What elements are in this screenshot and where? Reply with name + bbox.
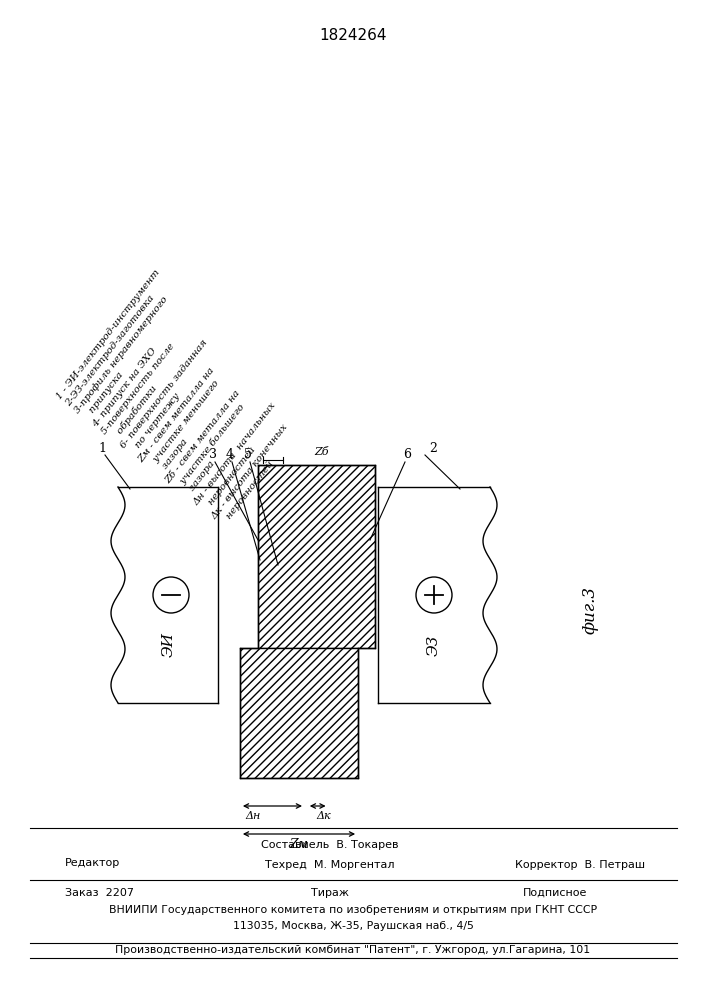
- Text: ЭИ: ЭИ: [162, 633, 176, 657]
- Text: Корректор  В. Петраш: Корректор В. Петраш: [515, 860, 645, 870]
- Text: Тираж: Тираж: [311, 888, 349, 898]
- Text: 3: 3: [209, 448, 217, 462]
- Text: ВНИИПИ Государственного комитета по изобретениям и открытиям при ГКНТ СССР: ВНИИПИ Государственного комитета по изоб…: [109, 905, 597, 915]
- Text: Производственно-издательский комбинат "Патент", г. Ужгород, ул.Гагарина, 101: Производственно-издательский комбинат "П…: [115, 945, 590, 955]
- Text: Zб: Zб: [314, 447, 329, 457]
- Text: 1: 1: [98, 442, 106, 454]
- Bar: [240, 648, 358, 778]
- Text: Редактор: Редактор: [65, 858, 120, 868]
- Text: фиг.3: фиг.3: [581, 586, 599, 634]
- Text: Δн: Δн: [245, 811, 260, 821]
- Text: 4: 4: [226, 448, 234, 462]
- Text: Подписное: Подписное: [522, 888, 588, 898]
- Text: Δк: Δк: [316, 811, 331, 821]
- Text: 1 - ЭИ-электрод-инструмент
2-ЭЗ-электрод-заготовка
3-профиль неравномерного
   п: 1 - ЭИ-электрод-инструмент 2-ЭЗ-электрод…: [55, 267, 325, 528]
- Text: ЭЗ: ЭЗ: [427, 634, 441, 656]
- Text: 5: 5: [244, 448, 252, 462]
- Text: Техред  М. Моргентал: Техред М. Моргентал: [265, 860, 395, 870]
- Text: 1824264: 1824264: [320, 28, 387, 43]
- Text: 113035, Москва, Ж-35, Раушская наб., 4/5: 113035, Москва, Ж-35, Раушская наб., 4/5: [233, 921, 474, 931]
- Text: 2: 2: [429, 442, 437, 454]
- Text: 6: 6: [403, 448, 411, 462]
- Text: Zм: Zм: [289, 838, 308, 850]
- Bar: [258, 465, 375, 648]
- Text: Заказ  2207: Заказ 2207: [65, 888, 134, 898]
- Text: Составиель  В. Токарев: Составиель В. Токарев: [262, 840, 399, 850]
